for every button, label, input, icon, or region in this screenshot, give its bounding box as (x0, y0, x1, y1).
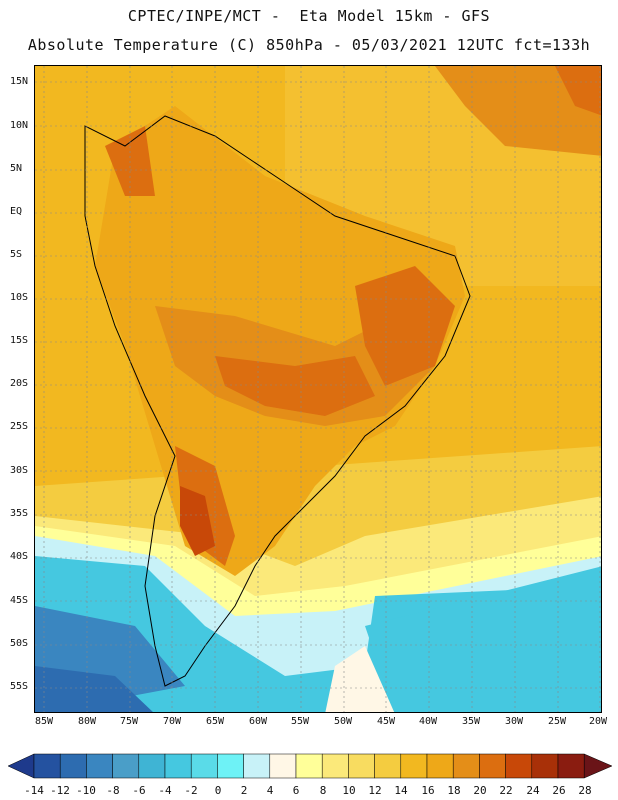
lon-label: 85W (34, 716, 54, 727)
lon-label: 40W (418, 716, 438, 727)
colorbar-swatch (400, 753, 428, 779)
colorbar-label: -14 (24, 784, 44, 797)
lon-label: 45W (376, 716, 396, 727)
colorbar-label: -12 (50, 784, 70, 797)
colorbar-swatch (452, 753, 480, 779)
colorbar-label: 26 (552, 784, 566, 797)
colorbar-label: 4 (266, 784, 274, 797)
lat-label: 5N (10, 163, 23, 174)
colorbar-swatch (243, 753, 271, 779)
lon-label: 60W (248, 716, 268, 727)
colorbar-swatch (112, 753, 140, 779)
title-line-2: Absolute Temperature (C) 850hPa - 05/03/… (27, 36, 591, 54)
colorbar-label: 8 (319, 784, 327, 797)
colorbar-label: 24 (526, 784, 540, 797)
lat-label: EQ (10, 206, 23, 217)
colorbar-swatch (557, 753, 585, 779)
lon-label: 80W (77, 716, 97, 727)
lat-label: 40S (10, 551, 29, 562)
colorbar-label: 14 (394, 784, 408, 797)
lon-label: 75W (119, 716, 139, 727)
colorbar-swatch (33, 753, 61, 779)
colorbar-label: 20 (473, 784, 487, 797)
lat-label: 45S (10, 595, 29, 606)
colorbar-swatch (295, 753, 323, 779)
lat-label: 5S (10, 249, 23, 260)
lat-label: 15N (10, 76, 29, 87)
colorbar-swatch (86, 753, 113, 779)
colorbar-swatch (426, 753, 454, 779)
colorbar-swatch (321, 753, 349, 779)
colorbar-swatch (59, 753, 87, 779)
colorbar-swatch (190, 753, 218, 779)
colorbar-swatch (374, 753, 402, 779)
colorbar-label: 6 (292, 784, 300, 797)
lat-label: 35S (10, 508, 29, 519)
colorbar-label: -10 (76, 784, 96, 797)
colorbar-swatch (217, 753, 244, 779)
lon-label: 50W (333, 716, 353, 727)
lat-label: 55S (10, 681, 29, 692)
lat-label: 30S (10, 465, 29, 476)
lat-label: 50S (10, 638, 29, 649)
lon-label: 35W (461, 716, 481, 727)
colorbar-arrow-low (7, 753, 35, 779)
colorbar-swatch (138, 753, 166, 779)
lon-label: 70W (162, 716, 182, 727)
colorbar-swatch (479, 753, 506, 779)
colorbar-label: 12 (368, 784, 382, 797)
lon-label: 30W (504, 716, 524, 727)
colorbar-label: 16 (421, 784, 435, 797)
colorbar-swatch (269, 753, 297, 779)
colorbar-label: 18 (447, 784, 461, 797)
map-panel (34, 65, 602, 713)
lon-label: 20W (588, 716, 608, 727)
colorbar-label: 0 (214, 784, 222, 797)
colorbar-label: 28 (578, 784, 592, 797)
colorbar-label: -6 (132, 784, 146, 797)
colorbar-label: -8 (106, 784, 120, 797)
colorbar-swatch (505, 753, 533, 779)
colorbar-swatch (164, 753, 192, 779)
lat-label: 10S (10, 292, 29, 303)
lat-label: 20S (10, 378, 29, 389)
colorbar-swatch (531, 753, 559, 779)
colorbar-label: -2 (184, 784, 198, 797)
colorbar-label: 10 (342, 784, 356, 797)
lon-label: 25W (547, 716, 567, 727)
lon-label: 65W (205, 716, 225, 727)
lat-label: 25S (10, 421, 29, 432)
colorbar-label: 22 (499, 784, 513, 797)
colorbar-arrow-high (583, 753, 613, 779)
lon-label: 55W (290, 716, 310, 727)
colorbar-label: 2 (240, 784, 248, 797)
title-line-1: CPTEC/INPE/MCT - Eta Model 15km - GFS (127, 7, 491, 25)
lat-label: 10N (10, 120, 29, 131)
lat-label: 15S (10, 335, 29, 346)
colorbar-swatch (348, 753, 375, 779)
temperature-map (35, 66, 601, 712)
colorbar-label: -4 (158, 784, 172, 797)
